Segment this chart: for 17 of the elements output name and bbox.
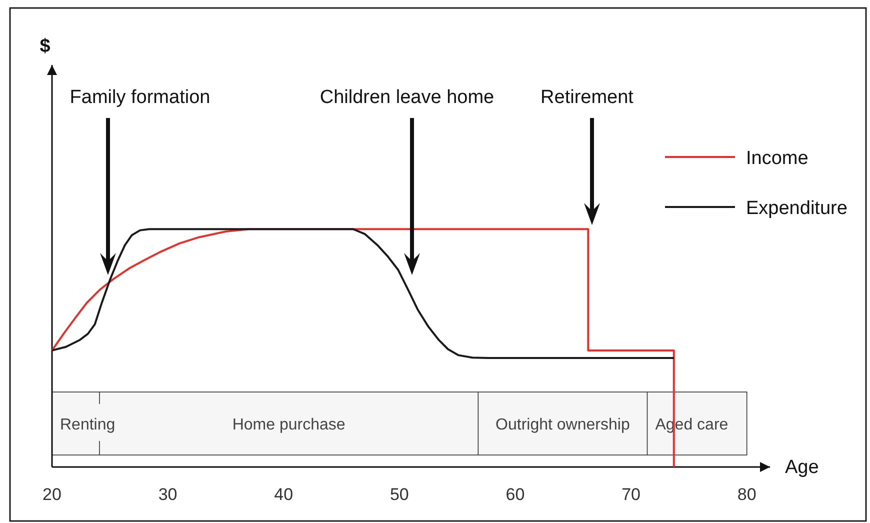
band-label: Home purchase: [232, 416, 346, 434]
band-label: Outright ownership: [496, 416, 630, 434]
x-tick-label: 30: [158, 485, 178, 504]
text: $: [40, 36, 51, 57]
x-tick-label: 40: [274, 485, 294, 504]
text: Family formation: [70, 87, 210, 108]
x-tick-label: 20: [42, 485, 62, 504]
x-axis-title: Age: [785, 457, 819, 478]
x-tick-label: 60: [506, 485, 525, 504]
legend-label: Income: [746, 148, 808, 169]
x-tick-label: 50: [390, 485, 409, 504]
text: Retirement: [540, 87, 634, 108]
legend-label: Expenditure: [746, 198, 848, 219]
text: Children leave home: [320, 87, 494, 108]
x-tick-label: 70: [622, 485, 640, 504]
x-tick-label: 80: [737, 485, 756, 504]
band-label: Renting: [60, 416, 116, 434]
